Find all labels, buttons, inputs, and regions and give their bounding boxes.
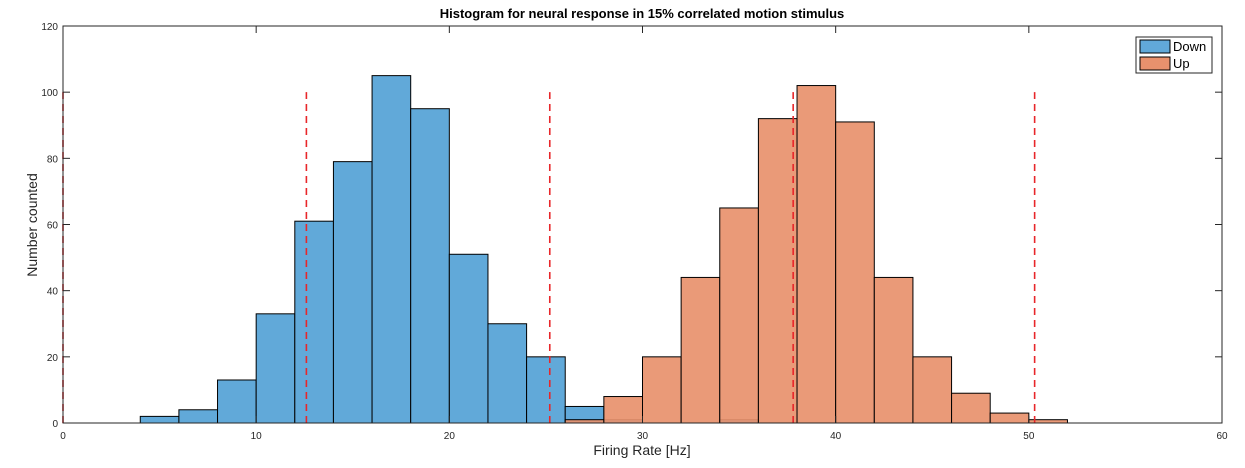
bar-up bbox=[603, 396, 643, 424]
bar-down bbox=[178, 409, 219, 424]
bar-up bbox=[757, 118, 798, 424]
bar-up bbox=[989, 412, 1030, 424]
legend-label-down: Down bbox=[1173, 39, 1206, 54]
bar-down bbox=[332, 161, 373, 424]
bar-up bbox=[912, 356, 953, 424]
legend-label-up: Up bbox=[1173, 56, 1190, 71]
legend: Down Up bbox=[1135, 36, 1213, 74]
legend-swatch-up bbox=[1139, 56, 1171, 71]
y-tick-label: 60 bbox=[47, 221, 59, 232]
bar-down bbox=[448, 253, 489, 424]
y-tick-label: 100 bbox=[41, 88, 58, 99]
series-up bbox=[564, 85, 1068, 424]
bar-down bbox=[487, 323, 528, 424]
x-tick-label: 0 bbox=[60, 431, 66, 442]
bar-up bbox=[796, 85, 837, 424]
x-axis-label: Firing Rate [Hz] bbox=[593, 442, 690, 458]
legend-swatch-down bbox=[1139, 39, 1171, 54]
chart-title: Histogram for neural response in 15% cor… bbox=[440, 6, 845, 21]
bar-down bbox=[217, 379, 257, 424]
x-tick-label: 50 bbox=[1023, 431, 1035, 442]
y-tick-label: 0 bbox=[52, 419, 58, 430]
bar-down bbox=[526, 356, 566, 424]
bar-up bbox=[951, 392, 991, 424]
x-tick-label: 40 bbox=[830, 431, 842, 442]
bar-up bbox=[719, 207, 759, 424]
y-tick-label: 40 bbox=[47, 287, 59, 298]
y-axis-ticks: 0 20 40 60 80 100 120 bbox=[41, 22, 1222, 430]
bar-down bbox=[410, 108, 450, 424]
bar-up bbox=[873, 276, 914, 424]
bar-down bbox=[255, 313, 296, 424]
histogram-bars bbox=[139, 75, 1068, 424]
x-tick-label: 10 bbox=[251, 431, 263, 442]
y-axis-label: Number counted bbox=[24, 173, 40, 277]
bar-up bbox=[642, 356, 682, 424]
x-axis-ticks: 0 10 20 30 40 50 60 bbox=[60, 26, 1228, 442]
bar-down bbox=[371, 75, 412, 424]
x-tick-label: 60 bbox=[1216, 431, 1228, 442]
series-down bbox=[139, 75, 759, 424]
y-tick-label: 80 bbox=[47, 154, 59, 165]
bar-up bbox=[680, 276, 721, 424]
bar-up bbox=[835, 121, 875, 424]
y-tick-label: 120 bbox=[41, 22, 58, 33]
y-tick-label: 20 bbox=[47, 353, 59, 364]
bar-down bbox=[294, 220, 334, 424]
bar-down bbox=[139, 415, 180, 424]
x-tick-label: 20 bbox=[444, 431, 456, 442]
x-tick-label: 30 bbox=[637, 431, 649, 442]
